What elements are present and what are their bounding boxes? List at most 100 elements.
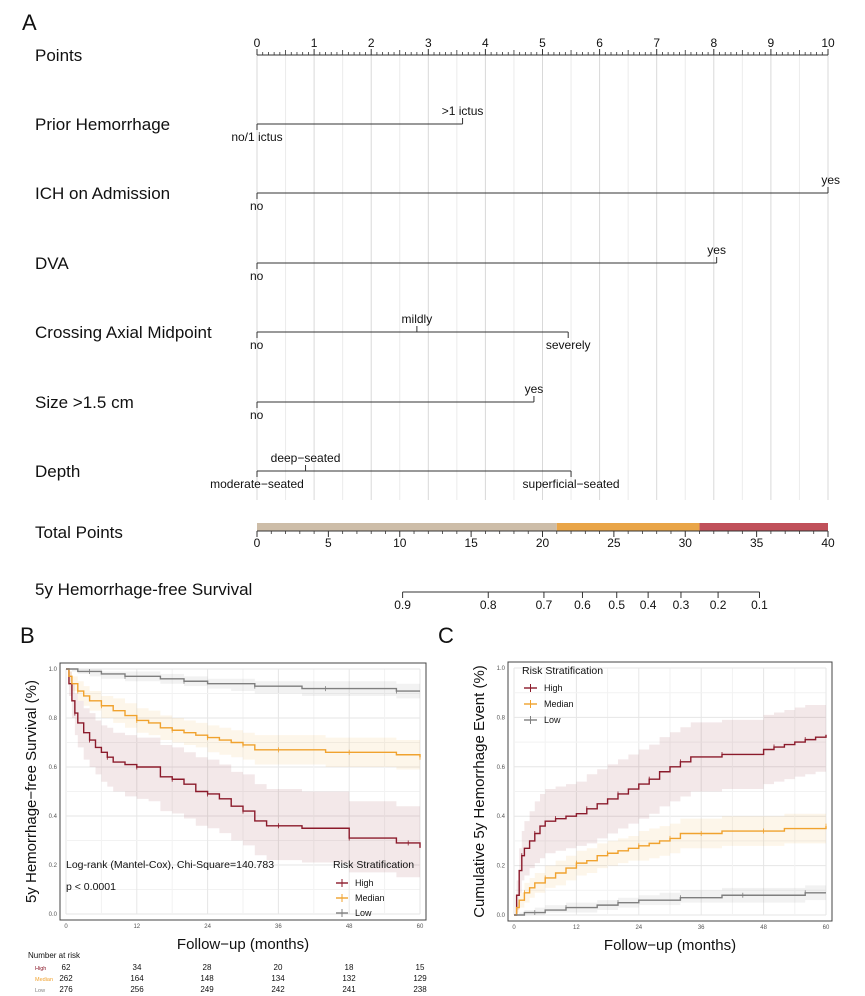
survival-tick-label: 0.8: [480, 598, 497, 612]
survival-tick-label: 0.3: [673, 598, 690, 612]
points-tick-label: 4: [482, 36, 489, 50]
x-tick-label: 12: [573, 925, 580, 931]
nomogram: Points 0 1 2 3 4 5 6 7 8 9 10 Prior Hemorrhage no/1 i…: [35, 36, 840, 612]
risk-count: 15: [416, 963, 425, 972]
x-tick-label: 36: [275, 924, 282, 930]
risk-band-high: [699, 523, 828, 531]
variable-level-label: yes: [707, 243, 726, 257]
variable-level-label: no: [250, 408, 264, 422]
risk-band-median: [556, 523, 700, 531]
variable-level-label: no: [250, 269, 264, 283]
x-tick-label: 48: [346, 924, 353, 930]
legend-label: Low: [544, 715, 561, 725]
risk-count: 241: [342, 985, 356, 994]
x-tick-label: 60: [823, 925, 830, 931]
risk-count: 262: [59, 974, 73, 983]
survival-tick-label: 0.5: [608, 598, 625, 612]
points-tick-label: 6: [596, 36, 603, 50]
legend-title: Risk Stratification: [333, 859, 414, 871]
risk-count: 148: [200, 974, 214, 983]
risk-table-title: Number at risk: [28, 951, 81, 960]
total-points-tick-label: 25: [607, 536, 621, 550]
risk-count: 132: [342, 974, 356, 983]
y-tick-label: 0.2: [497, 864, 506, 870]
y-tick-label: 0.8: [49, 716, 58, 722]
series-line-median: [514, 826, 827, 916]
points-tick-label: 1: [311, 36, 318, 50]
panel-label-a: A: [22, 10, 37, 35]
risk-count: 129: [413, 974, 427, 983]
survival-plot: 0.0 0.2 0.4 0.6 0.8 1.0 0 12 24 36 48 60 Follow−up (…: [23, 662, 427, 994]
ci-band-median: [66, 669, 420, 772]
y-tick-label: 0.8: [497, 715, 506, 721]
y-axis-title: Cumulative 5y Hemorrhage Event (%): [471, 665, 488, 918]
risk-row-label-high: High: [35, 966, 46, 972]
variable-level-label: no/1 ictus: [231, 130, 282, 144]
variable-level-label: mildly: [402, 312, 433, 326]
legend-label: High: [355, 878, 374, 888]
variable-level-label: no: [250, 338, 264, 352]
points-tick-label: 3: [425, 36, 432, 50]
variable-level-label: yes: [525, 382, 544, 396]
survival-axis-label: 5y Hemorrhage-free Survival: [35, 580, 252, 599]
risk-row-label-low: Low: [35, 988, 45, 994]
ci-band-high: [514, 702, 826, 915]
points-tick-label: 10: [821, 36, 835, 50]
total-points-tick-label: 15: [464, 536, 478, 550]
y-tick-label: 0.4: [49, 814, 58, 820]
log-rank-annotation: Log-rank (Mantel-Cox), Chi-Square=140.78…: [66, 859, 274, 871]
points-tick-label: 8: [710, 36, 717, 50]
y-tick-label: 1.0: [497, 666, 506, 672]
variable-label: Crossing Axial Midpoint: [35, 323, 212, 342]
survival-tick-label: 0.7: [536, 598, 553, 612]
p-value: p < 0.0001: [66, 881, 116, 893]
risk-count: 134: [271, 974, 285, 983]
x-tick-label: 48: [760, 925, 767, 931]
variable-label: Size >1.5 cm: [35, 393, 134, 412]
legend-label: High: [544, 683, 563, 693]
y-tick-label: 0.4: [497, 814, 506, 820]
risk-count: 238: [413, 985, 427, 994]
variable-level-label: yes: [821, 173, 840, 187]
risk-count: 164: [130, 974, 144, 983]
total-points-tick-label: 40: [821, 536, 835, 550]
survival-tick-label: 0.6: [574, 598, 591, 612]
risk-count: 20: [274, 963, 283, 972]
legend-title: Risk Stratification: [522, 665, 603, 677]
total-points-tick-label: 35: [750, 536, 764, 550]
variable-level-label: no: [250, 199, 264, 213]
series-line-median: [66, 668, 421, 758]
y-axis-title: 5y Hemorrhage−free Survival (%): [23, 680, 40, 903]
x-tick-label: 12: [133, 924, 140, 930]
survival-tick-label: 0.9: [394, 598, 411, 612]
panel-label-c: C: [438, 623, 454, 648]
survival-tick-label: 0.2: [710, 598, 727, 612]
points-tick-label: 9: [768, 36, 775, 50]
risk-count: 242: [271, 985, 285, 994]
y-tick-label: 1.0: [49, 667, 58, 673]
risk-count: 28: [203, 963, 212, 972]
legend-label: Median: [355, 893, 385, 903]
variable-label: DVA: [35, 254, 69, 273]
total-points-tick-label: 0: [254, 536, 261, 550]
total-points-tick-label: 5: [325, 536, 332, 550]
points-tick-label: 0: [254, 36, 261, 50]
legend-label: Low: [355, 908, 372, 918]
total-points-tick-label: 20: [536, 536, 550, 550]
points-tick-label: 2: [368, 36, 375, 50]
y-tick-label: 0.6: [49, 765, 58, 771]
risk-count: 18: [345, 963, 354, 972]
variable-label: Prior Hemorrhage: [35, 115, 170, 134]
x-tick-label: 0: [64, 924, 68, 930]
y-tick-label: 0.0: [497, 913, 506, 919]
x-tick-label: 24: [204, 924, 211, 930]
x-axis-title: Follow−up (months): [177, 936, 309, 953]
x-axis-title: Follow−up (months): [604, 937, 736, 954]
panel-label-b: B: [20, 623, 35, 648]
points-tick-label: 5: [539, 36, 546, 50]
risk-band-low: [257, 523, 557, 531]
risk-count: 276: [59, 985, 73, 994]
total-points-tick-label: 10: [393, 536, 407, 550]
x-tick-label: 0: [512, 925, 516, 931]
